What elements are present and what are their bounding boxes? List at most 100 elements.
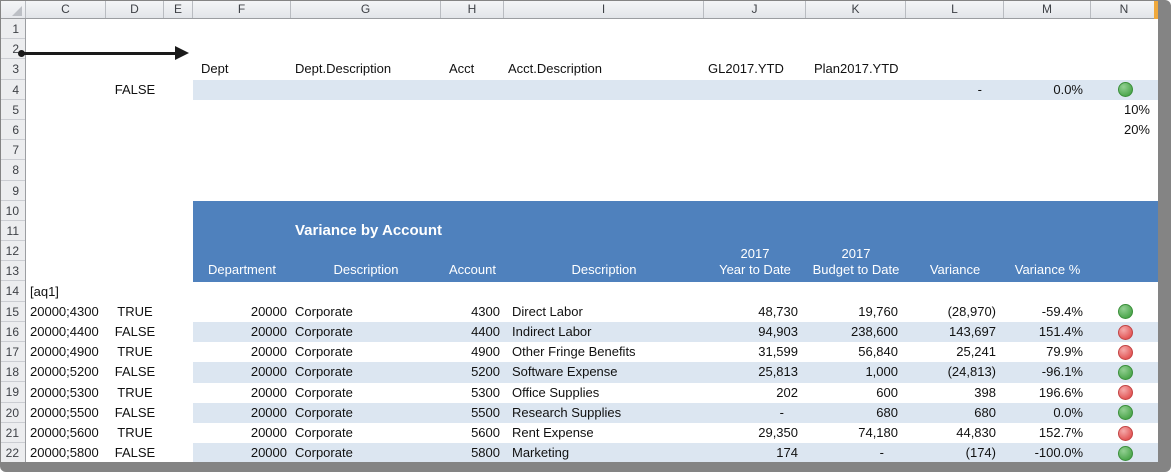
- column-header-n[interactable]: N: [1091, 1, 1158, 18]
- variance-cell[interactable]: (28,970): [947, 303, 996, 319]
- variance-cell[interactable]: 143,697: [949, 324, 996, 339]
- key-cell[interactable]: 20000;5500: [30, 404, 99, 420]
- ytd-cell[interactable]: 48,730: [758, 303, 798, 319]
- row-header-21[interactable]: 21: [1, 423, 25, 443]
- query-marker-cell[interactable]: [aq1]: [30, 283, 59, 299]
- row-header-11[interactable]: 11: [1, 221, 25, 242]
- column-header-k[interactable]: K: [806, 1, 906, 18]
- header-budget-to-date[interactable]: 2017 Budget to Date: [806, 246, 906, 278]
- acct-desc-cell[interactable]: Research Supplies: [512, 404, 622, 420]
- row-header-6[interactable]: 6: [1, 120, 25, 141]
- column-header-f[interactable]: F: [193, 1, 291, 18]
- control-flag-cell[interactable]: FALSE: [114, 81, 156, 97]
- btd-cell[interactable]: 74,180: [858, 425, 898, 440]
- row-header-5[interactable]: 5: [1, 100, 25, 120]
- column-header-c[interactable]: C: [26, 1, 106, 18]
- dept-cell[interactable]: 20000: [250, 344, 287, 360]
- row-header-18[interactable]: 18: [1, 362, 25, 383]
- column-header-j[interactable]: J: [704, 1, 806, 18]
- acct-desc-cell[interactable]: Other Fringe Benefits: [512, 344, 636, 360]
- field-plan2017-ytd[interactable]: Plan2017.YTD: [814, 61, 899, 77]
- dept-cell[interactable]: 20000: [250, 384, 287, 400]
- header-year-to-date[interactable]: 2017 Year to Date: [704, 246, 806, 278]
- acct-cell[interactable]: 4900: [471, 344, 500, 360]
- btd-cell[interactable]: 238,600: [851, 324, 898, 339]
- row-header-2[interactable]: 2: [1, 39, 25, 60]
- acct-desc-cell[interactable]: Software Expense: [512, 364, 618, 380]
- flag-cell[interactable]: FALSE: [114, 364, 156, 380]
- acct-desc-cell[interactable]: Indirect Labor: [512, 324, 592, 339]
- variance-cell[interactable]: 25,241: [956, 344, 996, 360]
- row-header-10[interactable]: 10: [1, 201, 25, 221]
- btd-cell[interactable]: -: [879, 445, 884, 461]
- key-cell[interactable]: 20000;4900: [30, 344, 99, 360]
- column-header-h[interactable]: H: [441, 1, 504, 18]
- column-header-i[interactable]: I: [504, 1, 704, 18]
- column-header-g[interactable]: G: [291, 1, 441, 18]
- header-acct-description[interactable]: Description: [571, 261, 637, 277]
- btd-cell[interactable]: 600: [876, 384, 898, 400]
- acct-cell[interactable]: 5300: [471, 384, 500, 400]
- acct-cell[interactable]: 5500: [471, 404, 500, 420]
- acct-desc-cell[interactable]: Rent Expense: [512, 425, 594, 440]
- column-header-m[interactable]: M: [1004, 1, 1091, 18]
- field-acct-description[interactable]: Acct.Description: [508, 61, 602, 77]
- field-acct[interactable]: Acct: [449, 61, 475, 77]
- dept-desc-cell[interactable]: Corporate: [295, 303, 353, 319]
- btd-cell[interactable]: 56,840: [858, 344, 898, 360]
- field-dept[interactable]: Dept: [201, 61, 229, 77]
- column-header-d[interactable]: D: [106, 1, 164, 18]
- key-cell[interactable]: 20000;4400: [30, 324, 99, 339]
- flag-cell[interactable]: FALSE: [114, 324, 156, 339]
- variance-cell[interactable]: 44,830: [956, 425, 996, 440]
- variance-cell[interactable]: 680: [974, 404, 996, 420]
- field-dept-description[interactable]: Dept.Description: [295, 61, 392, 77]
- column-header-l[interactable]: L: [906, 1, 1004, 18]
- ytd-cell[interactable]: 31,599: [758, 344, 798, 360]
- row-header-17[interactable]: 17: [1, 342, 25, 363]
- row-header-7[interactable]: 7: [1, 140, 25, 161]
- variance-pct-cell[interactable]: 151.4%: [1038, 324, 1083, 339]
- acct-cell[interactable]: 5800: [471, 445, 500, 461]
- btd-cell[interactable]: 19,760: [858, 303, 898, 319]
- acct-desc-cell[interactable]: Office Supplies: [512, 384, 600, 400]
- dept-desc-cell[interactable]: Corporate: [295, 445, 353, 461]
- variance-cell[interactable]: (174): [965, 445, 996, 461]
- ytd-cell[interactable]: 29,350: [758, 425, 798, 440]
- header-account[interactable]: Account: [449, 261, 496, 277]
- threshold-low-cell[interactable]: 10%: [1123, 101, 1150, 117]
- ytd-cell[interactable]: -: [779, 404, 784, 420]
- ytd-cell[interactable]: 202: [776, 384, 798, 400]
- dept-desc-cell[interactable]: Corporate: [295, 404, 353, 420]
- ytd-cell[interactable]: 174: [776, 445, 798, 461]
- column-header-e[interactable]: E: [164, 1, 193, 18]
- header-department[interactable]: Department: [208, 261, 276, 277]
- dept-cell[interactable]: 20000: [250, 364, 287, 380]
- variance-pct-cell[interactable]: 152.7%: [1038, 425, 1083, 440]
- ytd-cell[interactable]: 94,903: [758, 324, 798, 339]
- dept-desc-cell[interactable]: Corporate: [295, 324, 353, 339]
- row-header-1[interactable]: 1: [1, 19, 25, 40]
- key-cell[interactable]: 20000;4300: [30, 303, 99, 319]
- variance-pct-cell[interactable]: 79.9%: [1046, 344, 1083, 360]
- flag-cell[interactable]: TRUE: [117, 425, 153, 440]
- header-variance-pct[interactable]: Variance %: [1014, 261, 1081, 277]
- dept-cell[interactable]: 20000: [250, 445, 287, 461]
- row-header-15[interactable]: 15: [1, 302, 25, 322]
- row-header-4[interactable]: 4: [1, 80, 25, 100]
- row-header-8[interactable]: 8: [1, 160, 25, 181]
- key-cell[interactable]: 20000;5800: [30, 445, 99, 461]
- row-header-3[interactable]: 3: [1, 59, 25, 80]
- row-header-12[interactable]: 12: [1, 241, 25, 262]
- variance-pct-cell[interactable]: -100.0%: [1034, 445, 1083, 461]
- ytd-cell[interactable]: 25,813: [758, 364, 798, 380]
- field-gl2017-ytd[interactable]: GL2017.YTD: [708, 61, 784, 77]
- key-cell[interactable]: 20000;5300: [30, 384, 99, 400]
- acct-cell[interactable]: 4300: [471, 303, 500, 319]
- row-header-20[interactable]: 20: [1, 403, 25, 423]
- variance-pct-cell[interactable]: 196.6%: [1038, 384, 1083, 400]
- threshold-high-cell[interactable]: 20%: [1123, 122, 1150, 137]
- key-cell[interactable]: 20000;5200: [30, 364, 99, 380]
- row-header-16[interactable]: 16: [1, 322, 25, 342]
- dept-cell[interactable]: 20000: [250, 425, 287, 440]
